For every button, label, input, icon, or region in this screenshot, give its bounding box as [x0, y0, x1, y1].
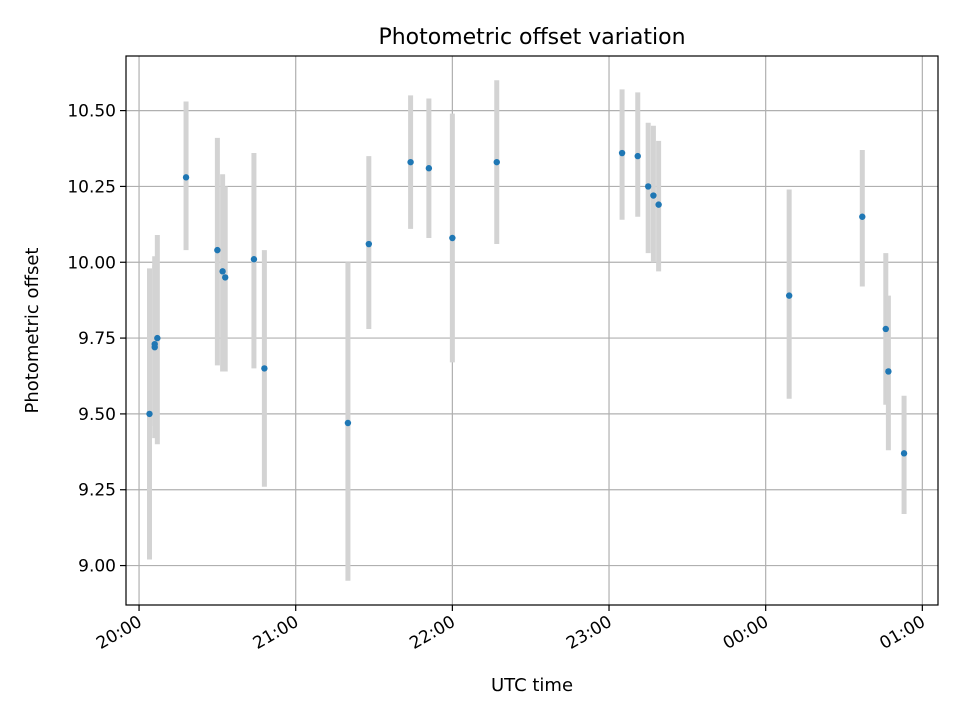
data-point: [154, 335, 160, 341]
data-point: [345, 420, 351, 426]
data-point: [152, 341, 158, 347]
data-point: [655, 201, 661, 207]
data-point: [901, 450, 907, 456]
y-tick-label: 9.00: [78, 557, 116, 577]
plot-area-frame: [126, 56, 938, 605]
data-point: [261, 365, 267, 371]
data-point: [619, 150, 625, 156]
x-tick-label: 23:00: [563, 612, 615, 654]
data-point: [407, 159, 413, 165]
data-point: [251, 256, 257, 262]
grid: [126, 56, 938, 605]
y-tick-label: 10.00: [67, 253, 116, 273]
x-tick-label: 01:00: [876, 612, 928, 654]
data-point: [650, 192, 656, 198]
x-tick-label: 20:00: [93, 612, 145, 654]
data-point: [494, 159, 500, 165]
data-points: [146, 150, 907, 457]
data-point: [222, 274, 228, 280]
y-tick-label: 9.75: [78, 329, 116, 349]
y-axis-label: Photometric offset: [22, 248, 43, 414]
data-point: [183, 174, 189, 180]
data-point: [219, 268, 225, 274]
data-point: [146, 411, 152, 417]
y-tick-label: 9.50: [78, 405, 116, 425]
y-tick-label: 9.25: [78, 481, 116, 501]
data-point: [885, 368, 891, 374]
chart-title: Photometric offset variation: [378, 25, 685, 50]
data-point: [786, 292, 792, 298]
data-point: [859, 214, 865, 220]
data-point: [635, 153, 641, 159]
x-tick-label: 22:00: [406, 612, 458, 654]
x-tick-label: 00:00: [720, 612, 772, 654]
error-bars: [149, 80, 904, 580]
data-point: [426, 165, 432, 171]
data-point: [449, 235, 455, 241]
data-point: [366, 241, 372, 247]
data-point: [883, 326, 889, 332]
data-point: [214, 247, 220, 253]
x-tick-label: 21:00: [250, 612, 302, 654]
x-axis-label: UTC time: [491, 675, 573, 696]
y-tick-label: 10.50: [67, 102, 116, 122]
y-tick-label: 10.25: [67, 177, 116, 197]
data-point: [645, 183, 651, 189]
